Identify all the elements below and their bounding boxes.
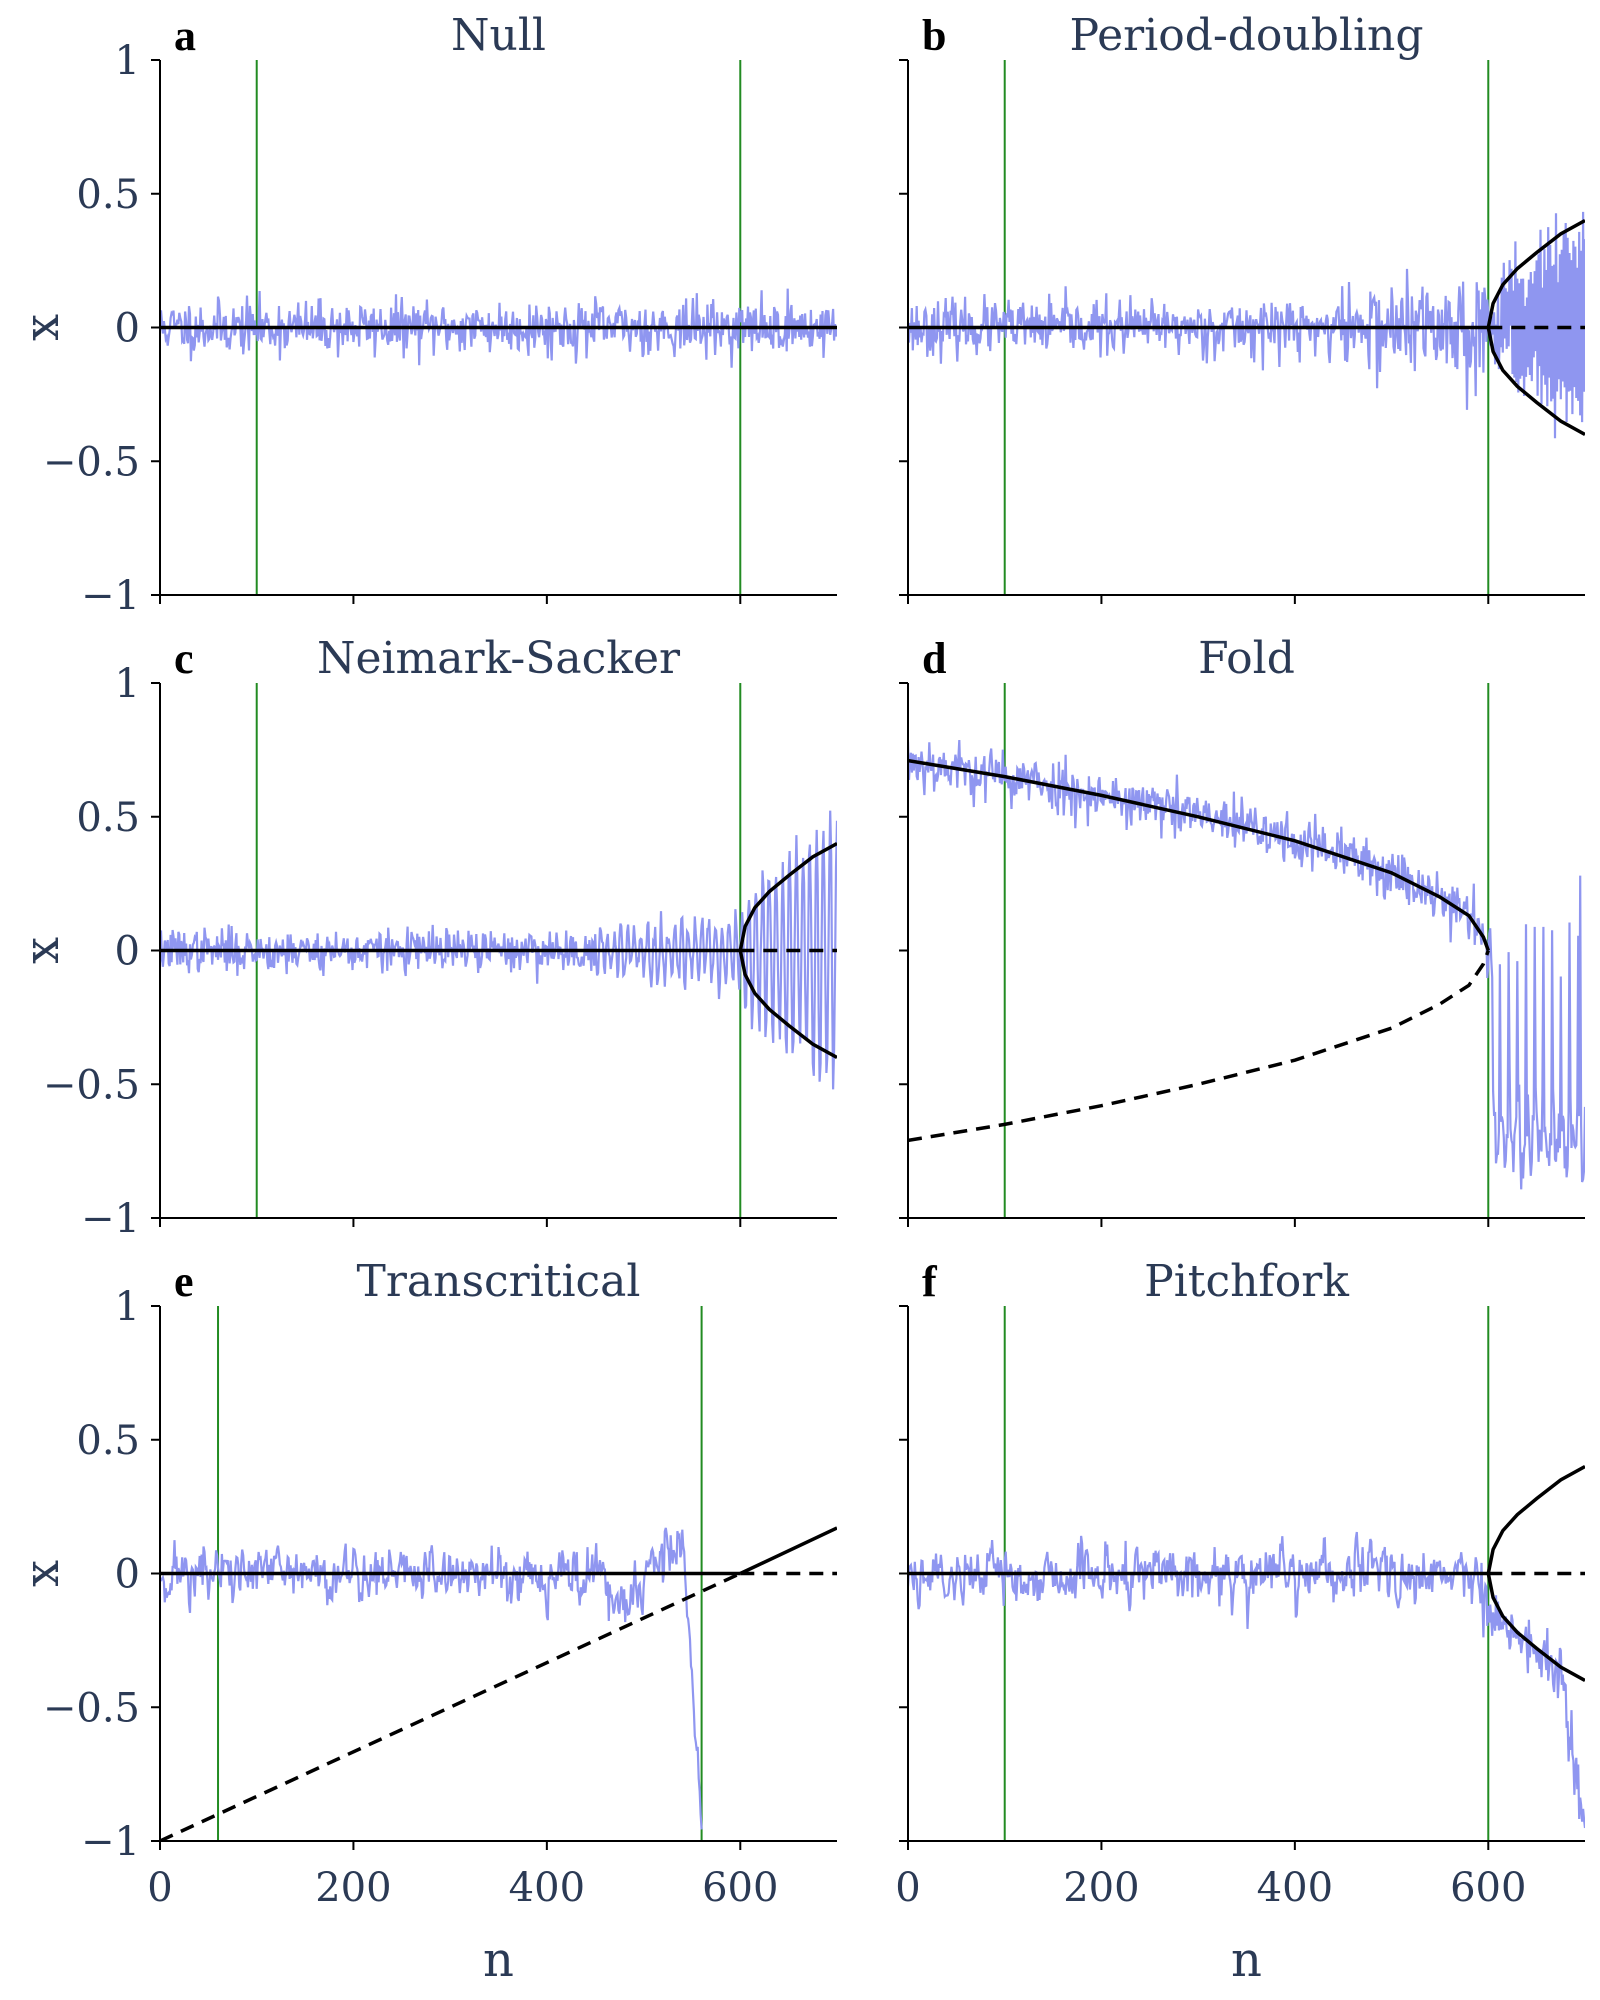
x-tick-label: 0: [147, 1865, 172, 1911]
stable-branch-4: [1486, 327, 1585, 437]
y-tick-label: −1: [81, 1196, 140, 1242]
x-axis-title: n: [483, 1932, 514, 1988]
y-axis-title: x: [14, 937, 70, 964]
y-tick-label: 0.5: [76, 1418, 140, 1464]
panel-c: −1 −0.5 0 0.5 1c Neimark-Sacker x: [14, 633, 837, 1242]
stable-branch-4: [739, 1526, 837, 1576]
panel-letter: b: [922, 11, 946, 60]
stable-branch-3: [1486, 218, 1585, 328]
panel-letter: c: [174, 634, 194, 683]
y-tick-label: 0.5: [76, 795, 140, 841]
x-tick-label: 200: [1063, 1865, 1139, 1911]
y-tick-label: −0.5: [43, 439, 140, 485]
panel-letter: d: [922, 634, 946, 683]
y-axis-title: x: [14, 314, 70, 341]
x-tick-label: 400: [509, 1865, 585, 1911]
x-tick-label: 0: [895, 1865, 920, 1911]
simulation-trace: [908, 211, 1585, 439]
stable-branch-4: [1486, 1573, 1585, 1683]
y-tick-label: 0.5: [76, 172, 140, 218]
x-tick-label: 400: [1257, 1865, 1333, 1911]
y-axis-title: x: [14, 1560, 70, 1587]
y-tick-label: −0.5: [43, 1062, 140, 1108]
simulation-trace: [908, 1531, 1585, 1829]
y-tick-label: 0: [115, 929, 140, 975]
panel-b: b Period-doubling: [899, 10, 1585, 604]
stable-branch-3: [738, 841, 837, 951]
x-tick-label: 200: [315, 1865, 391, 1911]
panel-letter: a: [174, 11, 196, 60]
panel-e: −1 −0.5 0 0.5 1 0 200 400 600 e Transcritical x n: [14, 1256, 837, 1988]
simulation-trace: [160, 1527, 703, 1830]
unstable-branch-2: [908, 949, 1490, 1143]
unstable-branch-3: [160, 1571, 742, 1841]
panel-title: Neimark-Sacker: [317, 633, 681, 684]
panel-title: Pitchfork: [1144, 1256, 1349, 1307]
stable-branch-3: [1486, 1464, 1585, 1574]
panel-title: Transcritical: [357, 1256, 641, 1307]
x-tick-label: 600: [702, 1865, 778, 1911]
y-tick-label: 0: [115, 1552, 140, 1598]
panel-letter: f: [922, 1257, 938, 1306]
y-tick-label: −0.5: [43, 1685, 140, 1731]
y-tick-label: −1: [81, 573, 140, 619]
y-tick-label: 0: [115, 306, 140, 352]
panel-title: Null: [451, 10, 546, 61]
panel-title: Period-doubling: [1069, 10, 1423, 61]
simulation-trace: [160, 288, 837, 368]
panel-letter: e: [174, 1257, 194, 1306]
y-tick-label: 1: [115, 1284, 140, 1330]
panel-f: 0 200 400 600 f Pitchfork n: [895, 1256, 1585, 1988]
stable-branch-1: [908, 758, 1490, 952]
simulation-trace: [160, 810, 837, 1090]
y-tick-label: 1: [115, 38, 140, 84]
panel-d: d Fold: [899, 633, 1585, 1227]
x-tick-label: 600: [1450, 1865, 1526, 1911]
x-axis-title: n: [1231, 1932, 1262, 1988]
y-tick-label: −1: [81, 1819, 140, 1865]
stable-branch-4: [738, 950, 837, 1060]
y-tick-label: 1: [115, 661, 140, 707]
panel-title: Fold: [1198, 633, 1295, 684]
panel-a: −1 −0.5 0 0.5 1a Null x: [14, 10, 837, 619]
